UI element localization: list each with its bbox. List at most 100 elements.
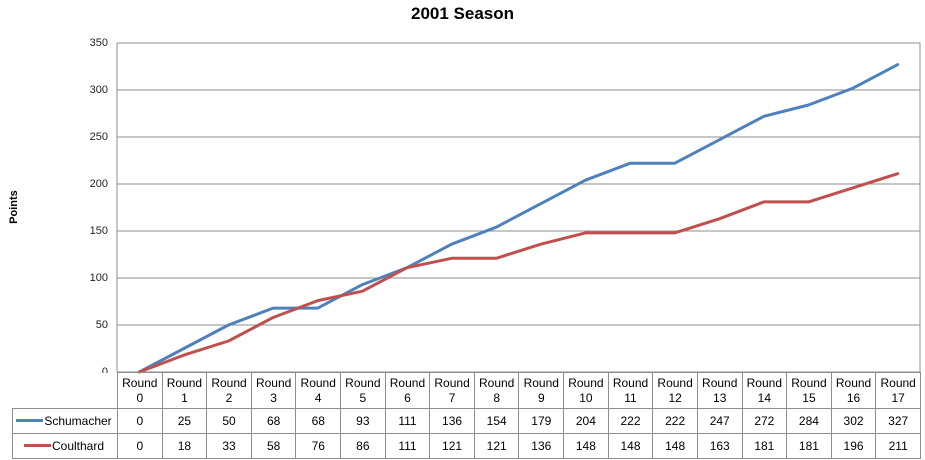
category-word: Round bbox=[568, 375, 604, 390]
value-cell: 111 bbox=[384, 408, 431, 434]
category-header-cell: Round 17 bbox=[875, 372, 921, 409]
legend-series-name: Schumacher bbox=[44, 414, 112, 428]
category-header-cell: Round 0 bbox=[117, 372, 163, 409]
table-header-row: Round 0 Round 1 Round 2 Round 3 Round 4 Round 5 Roun… bbox=[12, 372, 921, 409]
category-word: Round bbox=[880, 375, 916, 390]
legend-line-swatch bbox=[23, 444, 51, 448]
category-word: Round bbox=[255, 375, 292, 390]
category-header-cell: Round 16 bbox=[830, 372, 877, 409]
legend-series-name: Coulthard bbox=[51, 439, 105, 453]
category-number: 6 bbox=[404, 390, 411, 405]
value-cell: 196 bbox=[830, 433, 877, 459]
value-cell: 0 bbox=[117, 433, 163, 459]
category-number: 10 bbox=[579, 390, 593, 405]
value-cell: 204 bbox=[563, 408, 609, 434]
category-header-cell: Round 14 bbox=[741, 372, 788, 409]
value-cell: 148 bbox=[563, 433, 609, 459]
value-cell: 154 bbox=[473, 408, 520, 434]
category-header-cell: Round 5 bbox=[340, 372, 386, 409]
value-cell: 272 bbox=[741, 408, 788, 434]
category-word: Round bbox=[523, 375, 559, 390]
category-number: 12 bbox=[668, 390, 682, 405]
category-word: Round bbox=[300, 375, 336, 390]
category-number: 15 bbox=[802, 390, 816, 405]
category-word: Round bbox=[122, 375, 158, 390]
value-cell: 136 bbox=[518, 433, 565, 459]
category-number: 16 bbox=[846, 390, 861, 405]
legend-line-swatch bbox=[16, 419, 44, 423]
value-cell: 68 bbox=[295, 408, 342, 434]
y-tick-label: 50 bbox=[95, 319, 108, 331]
category-number: 1 bbox=[181, 390, 188, 405]
value-cell: 179 bbox=[518, 408, 565, 434]
y-tick-label: 300 bbox=[89, 84, 108, 96]
category-header-cell: Round 9 bbox=[518, 372, 565, 409]
category-word: Round bbox=[389, 375, 426, 390]
y-tick-label: 100 bbox=[89, 272, 108, 284]
category-number: 7 bbox=[448, 390, 456, 405]
value-cell: 222 bbox=[607, 408, 654, 434]
value-cell: 18 bbox=[161, 433, 208, 459]
series-row-schumacher: Schumacher 0 25 50 68 68 93 111 136 154 179 204 222 2… bbox=[12, 408, 921, 434]
category-word: Round bbox=[345, 375, 381, 390]
value-cell: 76 bbox=[295, 433, 342, 459]
data-table: Round 0 Round 1 Round 2 Round 3 Round 4 Round 5 Roun… bbox=[12, 372, 921, 459]
table-corner-cell bbox=[12, 372, 118, 409]
legend-cell: Schumacher bbox=[12, 408, 118, 434]
category-header-cell: Round 2 bbox=[206, 372, 252, 409]
value-cell: 284 bbox=[786, 408, 832, 434]
category-word: Round bbox=[166, 375, 203, 390]
value-cell: 148 bbox=[607, 433, 654, 459]
value-cell: 211 bbox=[875, 433, 921, 459]
category-word: Round bbox=[478, 375, 515, 390]
y-tick-label: 150 bbox=[89, 225, 108, 237]
category-header-cell: Round 6 bbox=[384, 372, 431, 409]
value-cell: 148 bbox=[652, 433, 698, 459]
value-cell: 327 bbox=[875, 408, 921, 434]
category-number: 0 bbox=[136, 390, 144, 405]
category-header-cell: Round 15 bbox=[786, 372, 832, 409]
category-header-cell: Round 8 bbox=[473, 372, 520, 409]
value-cell: 68 bbox=[250, 408, 297, 434]
value-cell: 86 bbox=[340, 433, 386, 459]
category-word: Round bbox=[746, 375, 783, 390]
y-tick-label: 350 bbox=[89, 37, 108, 49]
series-line-coulthard bbox=[137, 172, 900, 374]
category-word: Round bbox=[657, 375, 693, 390]
category-header-cell: Round 7 bbox=[429, 372, 475, 409]
series-row-coulthard: Coulthard 0 18 33 58 76 86 111 121 121 136 148 148 14… bbox=[12, 433, 921, 459]
value-cell: 111 bbox=[384, 433, 431, 459]
value-cell: 121 bbox=[473, 433, 520, 459]
category-word: Round bbox=[835, 375, 872, 390]
value-cell: 181 bbox=[786, 433, 832, 459]
value-cell: 0 bbox=[117, 408, 163, 434]
category-header-cell: Round 11 bbox=[607, 372, 654, 409]
category-header-cell: Round 4 bbox=[295, 372, 342, 409]
legend-cell: Coulthard bbox=[12, 433, 118, 459]
chart-title: 2001 Season bbox=[410, 4, 514, 23]
value-cell: 121 bbox=[429, 433, 475, 459]
category-number: 4 bbox=[314, 390, 322, 405]
y-axis-title: Points bbox=[8, 190, 20, 224]
value-cell: 181 bbox=[741, 433, 788, 459]
value-cell: 58 bbox=[250, 433, 297, 459]
category-header-cell: Round 13 bbox=[696, 372, 743, 409]
value-cell: 93 bbox=[340, 408, 386, 434]
category-number: 8 bbox=[493, 390, 501, 405]
category-word: Round bbox=[434, 375, 470, 390]
category-number: 3 bbox=[270, 390, 277, 405]
category-word: Round bbox=[791, 375, 827, 390]
category-header-cell: Round 3 bbox=[250, 372, 297, 409]
value-cell: 247 bbox=[696, 408, 743, 434]
category-header-cell: Round 10 bbox=[563, 372, 609, 409]
category-number: 17 bbox=[891, 390, 905, 405]
category-number: 2 bbox=[225, 390, 233, 405]
category-number: 13 bbox=[713, 390, 727, 405]
category-number: 5 bbox=[359, 390, 367, 405]
category-word: Round bbox=[612, 375, 649, 390]
y-tick-label: 250 bbox=[89, 131, 108, 143]
series-line-schumacher bbox=[137, 63, 900, 374]
value-cell: 222 bbox=[652, 408, 698, 434]
plot-area bbox=[116, 42, 921, 374]
